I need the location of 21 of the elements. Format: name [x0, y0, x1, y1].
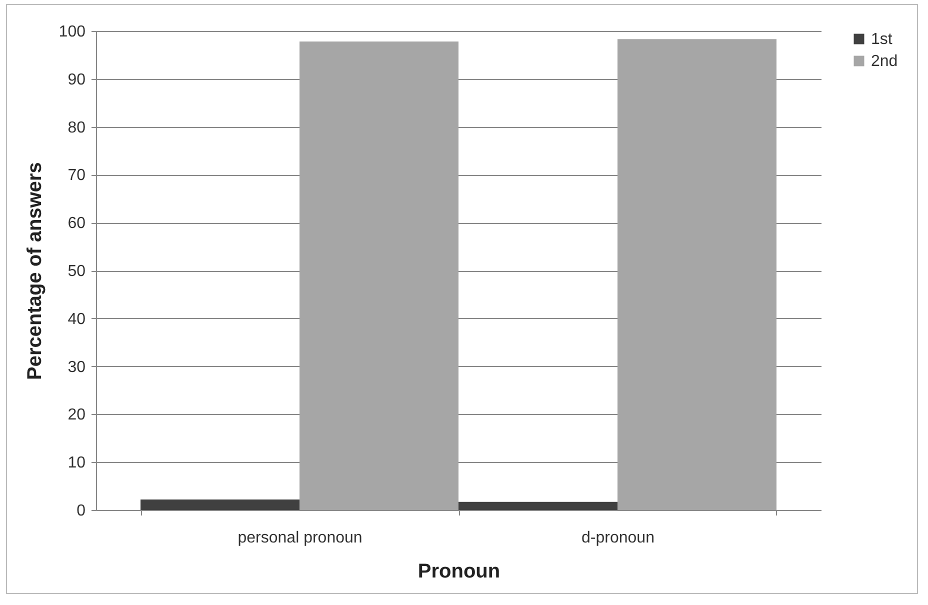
bar [617, 39, 776, 510]
legend-label: 2nd [871, 53, 898, 70]
y-tick-label: 80 [68, 119, 86, 136]
y-tick-label: 40 [68, 310, 86, 328]
y-tick-label: 50 [68, 263, 86, 280]
x-tick-label: d-pronoun [582, 530, 654, 546]
y-tick-label: 30 [68, 358, 86, 376]
x-tick-label: personal pronoun [238, 530, 362, 546]
legend-label: 1st [871, 31, 893, 48]
y-axis-title: Percentage of answers [24, 162, 46, 380]
bar [140, 499, 300, 510]
y-tick-label: 0 [76, 502, 86, 520]
y-tick-label: 60 [68, 215, 86, 232]
y-tick-label: 70 [68, 167, 86, 184]
bar [300, 42, 458, 510]
x-axis-title: Pronoun [418, 560, 500, 582]
y-tick-label: 100 [58, 24, 86, 40]
y-tick-label: 10 [68, 454, 86, 472]
y-tick-label: 20 [68, 406, 86, 424]
y-tick-label: 90 [68, 71, 86, 88]
bar [458, 502, 618, 510]
